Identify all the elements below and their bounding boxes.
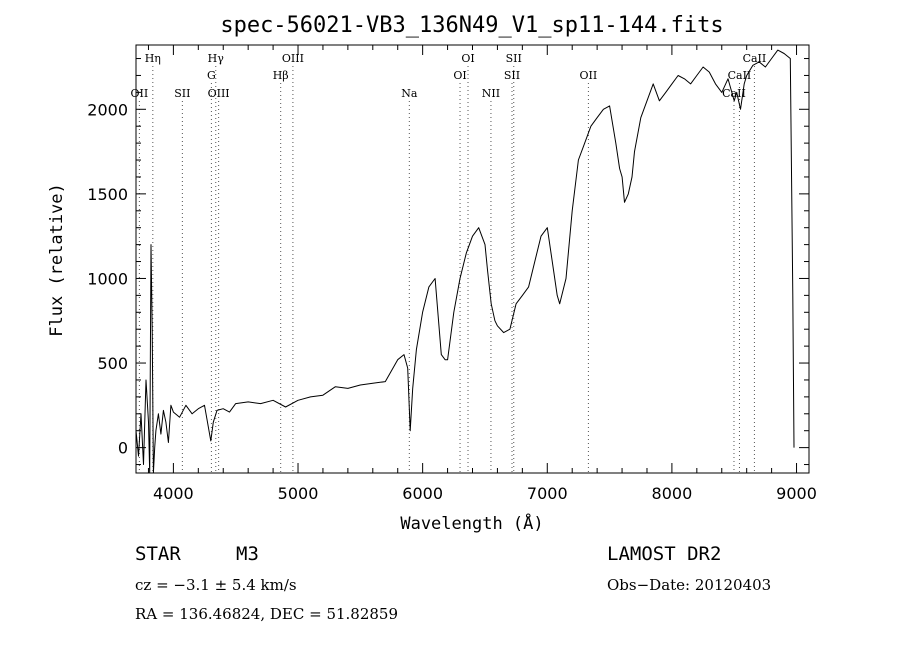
x-axis-label: Wavelength (Å) <box>400 512 543 534</box>
spectrum-series <box>135 49 795 474</box>
spectral-line-label-8: Na <box>401 87 418 100</box>
y-axis-label: Flux (relative) <box>47 183 67 337</box>
object-subclass: M3 <box>236 543 259 565</box>
chart-title: spec-56021-VB3_136N49_V1_sp11-144.fits <box>220 13 723 38</box>
spectral-line-label-11: NII <box>482 87 500 100</box>
spectral-line-label-2: SII <box>174 87 190 100</box>
axis-ticks: 4000 5000 6000 7000 8000 9000 0 500 1000 1500 2000 <box>87 45 817 503</box>
y-tick-label-0: 0 <box>118 439 128 458</box>
spectral-line-label-9: OI <box>461 52 474 65</box>
spectral-line-label-17: CaII <box>722 87 746 100</box>
y-tick-label-3: 1500 <box>87 185 128 204</box>
spectral-line-label-4: G <box>207 69 216 82</box>
spectral-line-label-14: OII <box>580 69 598 82</box>
spectral-line-label-12: SII <box>506 52 522 65</box>
x-tick-label-0: 4000 <box>153 484 194 503</box>
x-tick-label-4: 8000 <box>652 484 693 503</box>
spectral-line-label-15: CaII <box>743 52 767 65</box>
spectral-line-label-3: Hγ <box>208 52 225 65</box>
object-type: STAR <box>135 543 181 565</box>
spectral-line-label-0: Hη <box>145 52 161 65</box>
redshift-velocity: cz = −3.1 ± 5.4 km/s <box>135 576 297 594</box>
spectral-line-label-5: OIII <box>208 87 230 100</box>
y-tick-label-4: 2000 <box>87 100 128 119</box>
y-tick-label-2: 1000 <box>87 269 128 288</box>
x-tick-label-2: 6000 <box>402 484 443 503</box>
x-tick-label-5: 9000 <box>776 484 817 503</box>
spectral-line-label-16: CaII <box>728 69 752 82</box>
spectral-line-label-1: OII <box>131 87 149 100</box>
spectral-line-label-10: OI <box>453 69 466 82</box>
x-tick-label-1: 5000 <box>278 484 319 503</box>
spectral-line-label-7: Hβ <box>273 69 289 82</box>
observation-date: Obs−Date: 20120403 <box>607 576 772 594</box>
x-tick-label-3: 7000 <box>527 484 568 503</box>
spectral-line-markers: Hη OII SII Hγ G OIII OIII Hβ Na OI OI NII SII SII OII C… <box>131 52 767 473</box>
spectral-line-label-13: SII <box>504 69 520 82</box>
spectral-line-label-6: OIII <box>282 52 304 65</box>
spectrum-line-0 <box>135 49 795 474</box>
coordinates: RA = 136.46824, DEC = 51.82859 <box>135 605 399 623</box>
survey-name: LAMOST DR2 <box>607 543 722 565</box>
plot-frame <box>135 44 810 474</box>
y-tick-label-1: 500 <box>97 354 128 373</box>
